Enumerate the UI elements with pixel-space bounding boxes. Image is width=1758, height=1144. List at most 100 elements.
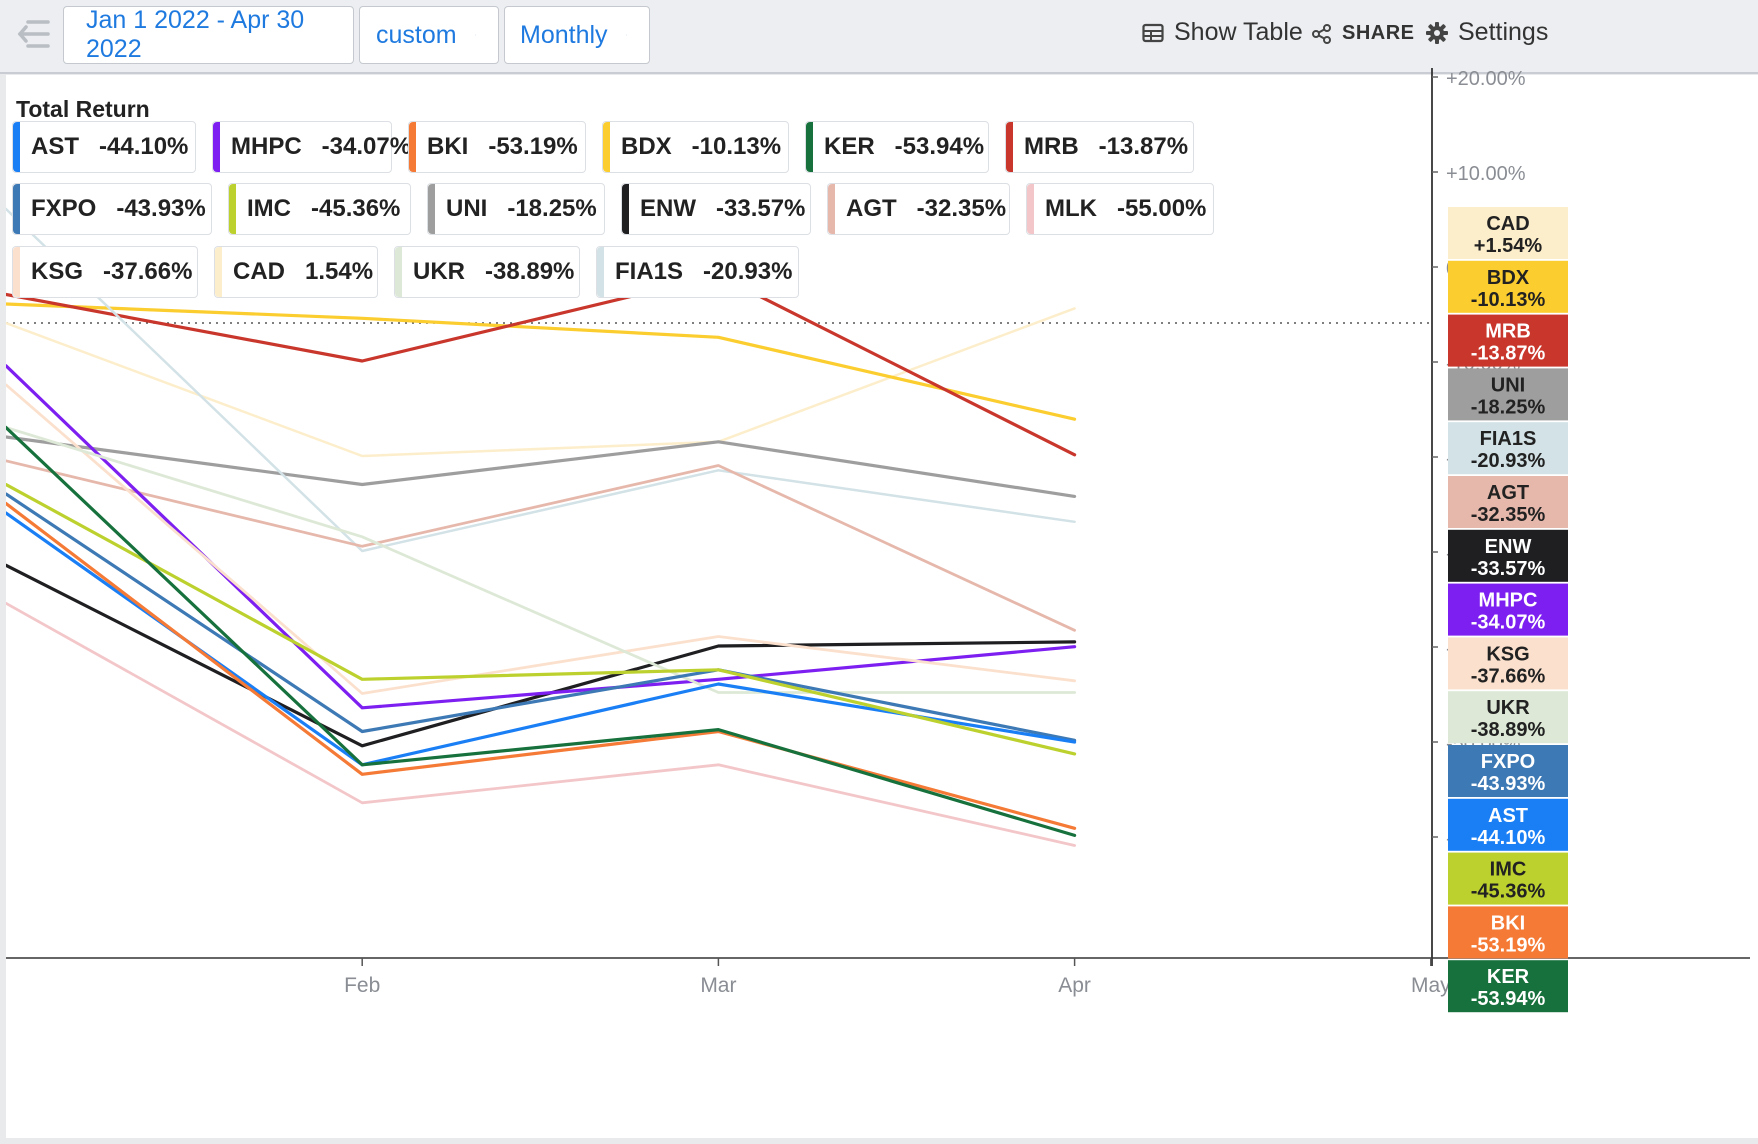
value-tag-mrb[interactable]: MRB-13.87%	[1448, 314, 1568, 367]
legend-item-ksg[interactable]: KSG -37.66%	[12, 246, 198, 298]
value-tag-agt[interactable]: AGT-32.35%	[1448, 476, 1568, 528]
value-tag-cad[interactable]: CAD+1.54%	[1448, 207, 1568, 259]
value-tag-name: CAD	[1486, 213, 1529, 235]
value-tag-name: UNI	[1491, 374, 1525, 396]
series-line-fia1s[interactable]	[6, 207, 1076, 553]
legend-series-name: MHPC	[231, 133, 302, 160]
value-tag-value: -10.13%	[1471, 289, 1546, 311]
settings-button[interactable]: Settings	[1426, 18, 1548, 47]
legend-item-cad[interactable]: CAD 1.54%	[214, 246, 378, 298]
value-tag-ukr[interactable]: UKR-38.89%	[1448, 691, 1568, 744]
toolbar: Jan 1 2022 - Apr 30 2022 custom Monthly …	[0, 0, 1758, 74]
legend-color-swatch	[229, 184, 236, 234]
value-tag-name: FIA1S	[1480, 428, 1537, 450]
value-tag-ksg[interactable]: KSG-37.66%	[1448, 637, 1568, 690]
legend-series-name: MLK	[1045, 195, 1097, 222]
value-tag-bdx[interactable]: BDX-10.13%	[1448, 260, 1568, 313]
x-tick-label: Apr	[1058, 974, 1091, 997]
series-line-agt[interactable]	[6, 459, 1076, 632]
series-line-ksg[interactable]	[6, 383, 1076, 695]
legend-item-ukr[interactable]: UKR -38.89%	[394, 246, 580, 298]
legend-item-ast[interactable]: AST -44.10%	[12, 121, 196, 173]
series-line-ast[interactable]	[6, 511, 1077, 767]
legend-series-value: -44.10%	[99, 133, 189, 160]
x-tick-label: Feb	[344, 974, 380, 997]
interval-label: Monthly	[520, 20, 608, 49]
back-icon[interactable]	[14, 12, 54, 56]
legend-color-swatch	[213, 122, 220, 172]
value-tag-ker[interactable]: KER-53.94%	[1448, 960, 1568, 1013]
legend-item-imc[interactable]: IMC -45.36%	[228, 183, 411, 235]
value-tag-name: KER	[1487, 966, 1530, 988]
series-line-imc[interactable]	[6, 482, 1077, 756]
legend-series-value: -45.36%	[311, 195, 401, 222]
value-tag-mhpc[interactable]: MHPC-34.07%	[1448, 583, 1568, 636]
legend-item-uni[interactable]: UNI -18.25%	[427, 183, 605, 235]
legend-color-swatch	[428, 184, 435, 234]
value-tag-uni[interactable]: UNI-18.25%	[1448, 368, 1568, 421]
period-mode-select[interactable]: custom	[359, 6, 499, 64]
show-table-button[interactable]: Show Table	[1142, 18, 1303, 47]
legend-series-value: -13.87%	[1098, 133, 1189, 160]
legend-item-fia1s[interactable]: FIA1S -20.93%	[596, 246, 799, 298]
legend-color-swatch	[13, 184, 20, 234]
legend-item-ker[interactable]: KER -53.94%	[805, 121, 989, 173]
legend-color-swatch	[828, 184, 835, 234]
legend-series-name: KSG	[31, 258, 84, 285]
legend-series-name: IMC	[247, 195, 291, 222]
date-range-button[interactable]: Jan 1 2022 - Apr 30 2022	[63, 6, 354, 64]
x-tick-label: Mar	[700, 974, 736, 997]
value-tag-enw[interactable]: ENW-33.57%	[1448, 529, 1568, 582]
legend-item-bdx[interactable]: BDX -10.13%	[602, 121, 789, 173]
series-line-bki[interactable]	[6, 501, 1077, 830]
x-tick-label: May	[1411, 974, 1451, 997]
legend-color-swatch	[215, 247, 222, 297]
share-button[interactable]: SHARE	[1312, 22, 1415, 45]
value-tag-bg	[1448, 422, 1568, 475]
value-tag-value: -38.89%	[1471, 719, 1546, 741]
series-line-ker[interactable]	[6, 425, 1077, 838]
legend-item-mlk[interactable]: MLK -55.00%	[1026, 183, 1214, 235]
date-range-label: Jan 1 2022 - Apr 30 2022	[86, 6, 305, 63]
series-line-cad[interactable]	[6, 307, 1076, 458]
value-tag-fia1s[interactable]: FIA1S-20.93%	[1448, 422, 1568, 475]
interval-select[interactable]: Monthly	[504, 6, 650, 64]
value-tag-bki[interactable]: BKI-53.19%	[1448, 906, 1568, 959]
value-tag-name: FXPO	[1481, 751, 1535, 773]
legend-color-swatch	[622, 184, 629, 234]
legend-color-swatch	[13, 247, 20, 297]
value-tag-bg	[1448, 691, 1568, 744]
legend-item-agt[interactable]: AGT -32.35%	[827, 183, 1010, 235]
value-tag-value: -45.36%	[1471, 881, 1546, 903]
series-line-fxpo[interactable]	[6, 492, 1077, 742]
series-line-mlk[interactable]	[6, 601, 1076, 847]
value-tag-bg	[1448, 314, 1568, 367]
legend-color-swatch	[603, 122, 610, 172]
legend-item-fxpo[interactable]: FXPO -43.93%	[12, 183, 212, 235]
chart-title: Total Return	[16, 96, 150, 122]
legend-item-enw[interactable]: ENW -33.57%	[621, 183, 811, 235]
legend-series-value: -18.25%	[507, 195, 597, 222]
series-line-mhpc[interactable]	[6, 364, 1077, 710]
value-tag-fxpo[interactable]: FXPO-43.93%	[1448, 745, 1568, 797]
series-line-mrb[interactable]	[6, 273, 1077, 457]
series-line-ukr[interactable]	[6, 426, 1076, 694]
chart-lines	[6, 207, 1077, 847]
value-tag-name: IMC	[1490, 859, 1527, 881]
value-tag-name: AST	[1488, 805, 1528, 827]
value-tag-ast[interactable]: AST-44.10%	[1448, 798, 1568, 851]
series-line-enw[interactable]	[6, 563, 1077, 748]
legend-series-name: FXPO	[31, 195, 97, 222]
value-tag-value: -43.93%	[1471, 773, 1546, 795]
value-tag-bg	[1448, 637, 1568, 690]
legend-series-name: KER	[824, 133, 875, 160]
series-line-uni[interactable]	[6, 435, 1077, 498]
value-tag-imc[interactable]: IMC-45.36%	[1448, 852, 1568, 905]
value-tag-name: AGT	[1487, 482, 1529, 504]
legend-item-bki[interactable]: BKI -53.19%	[408, 121, 586, 173]
legend-item-mrb[interactable]: MRB -13.87%	[1005, 121, 1194, 173]
legend-item-mhpc[interactable]: MHPC -34.07%	[212, 121, 411, 173]
series-line-bdx[interactable]	[6, 302, 1077, 421]
value-tag-bg	[1448, 745, 1568, 797]
value-tag-bg	[1448, 529, 1568, 582]
